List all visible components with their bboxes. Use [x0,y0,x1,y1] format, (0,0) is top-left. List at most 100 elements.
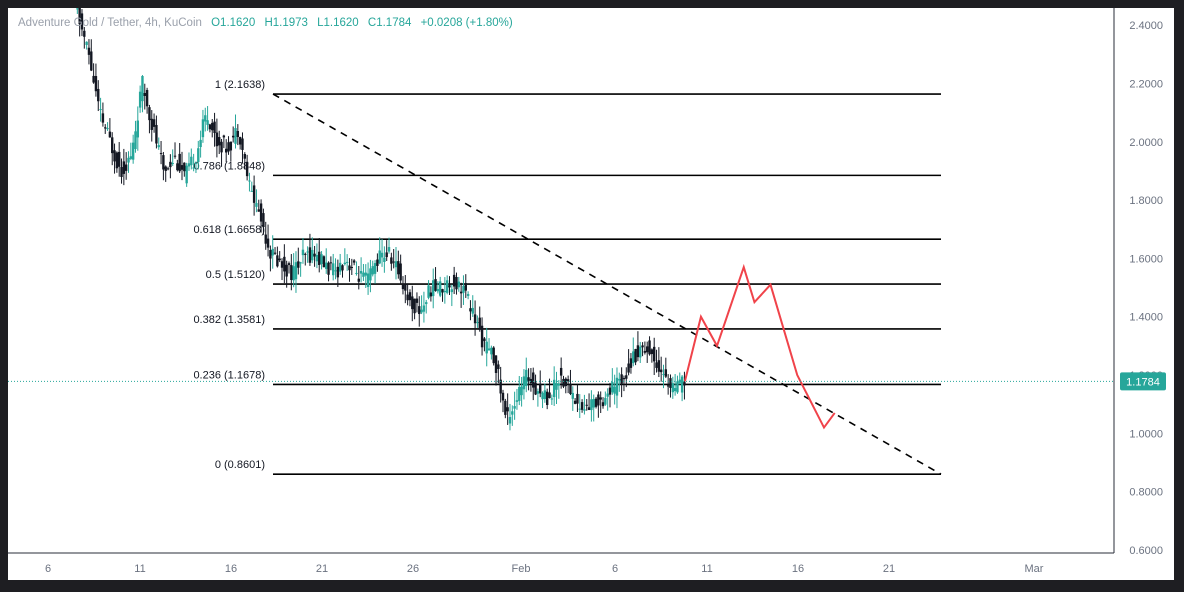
candle-body [666,385,670,387]
candle-body [224,148,228,153]
candle-body [231,135,235,138]
price-tick-label: 0.6000 [1129,545,1163,557]
candle-body [590,399,593,411]
candle-body [325,262,328,269]
candle-body [420,309,423,313]
candle-body [390,257,393,264]
price-tick-label: 1.6000 [1129,253,1163,265]
candle-body [625,375,628,379]
fib-level-label: 0.382 (1.3581) [193,314,265,326]
candle-body [490,347,493,355]
candle-body [327,262,330,275]
fib-level-label: 1 (2.1638) [215,79,265,91]
candle-body [383,257,386,263]
fib-retracement[interactable]: 1 (2.1638) 0.786 (1.8848) 0.618 (1.6658) 0.… [193,79,941,475]
fib-level-label: 0.786 (1.8848) [193,160,265,172]
candle-body [578,408,581,410]
candle-body [425,302,428,305]
candle-body [106,128,109,130]
candle-body [117,151,121,167]
candle-body [455,277,458,290]
candle-body [597,394,600,406]
candle-body [522,376,526,390]
candle-body [85,41,88,45]
candle-body [611,382,614,393]
candle-body [141,76,144,102]
candle-body [169,161,172,168]
candle-body [620,374,623,384]
candle-body [171,162,174,164]
candle-body [208,124,212,130]
candle-body [322,256,326,268]
candle-body [248,180,251,182]
candle-body [550,398,554,400]
candle-body [108,131,112,138]
candle-body [173,155,177,157]
candle-body [304,253,307,255]
candle-body [136,120,140,138]
candle-body [373,263,377,274]
candle-body [111,137,114,154]
candle-body [220,141,223,153]
candle-body [204,115,207,122]
candle-body [483,338,486,342]
candle-body [562,378,565,387]
last-price-label: 1.1784 [1126,376,1160,388]
candle-body [659,369,663,373]
candle-body [473,314,477,324]
time-tick-label: 16 [792,563,804,575]
candle-body [241,138,244,150]
candle-body [545,391,549,406]
candle-body [641,345,644,348]
candle-body [657,360,661,372]
candle-body [264,234,267,244]
candle-body [350,267,354,269]
candle-body [527,377,530,381]
candle-body [155,124,158,144]
candle-body [134,131,137,150]
candle-body [157,145,160,148]
candle-body [115,152,119,169]
time-tick-label: Feb [512,563,531,575]
candle-body [622,377,626,380]
price-tick-label: 1.8000 [1129,195,1163,207]
candle-body [238,137,242,145]
candle-body [283,256,286,272]
candle-body [187,163,191,167]
candle-body [452,274,456,287]
candle-body [366,273,370,287]
candle-body [566,379,570,382]
candle-body [401,284,405,290]
candle-body [422,305,426,312]
candle-body [164,166,167,171]
candle-body [411,296,414,310]
candle-body [429,292,433,297]
candle-body [599,397,602,400]
candle-body [513,406,516,409]
candle-body [508,417,512,424]
candle-body [436,289,440,292]
candle-body [580,402,584,410]
candle-body [266,238,270,248]
candle-body [601,402,605,407]
change-value: +0.0208 (+1.80%) [420,17,513,29]
candle-body [418,306,421,315]
candle-body [152,119,156,127]
chart-frame: 1 (2.1638) 0.786 (1.8848) 0.618 (1.6658) 0.… [8,8,1174,580]
open-value: O1.1620 [211,17,256,29]
candle-body [594,398,598,407]
candle-body [359,271,363,274]
chart-canvas[interactable]: 1 (2.1638) 0.786 (1.8848) 0.618 (1.6658) 0.… [8,8,1174,580]
candle-body [397,261,400,275]
candle-body [127,157,130,163]
candle-body [392,261,395,263]
candle-body [376,259,379,266]
candle-body [185,165,188,184]
candle-body [143,92,146,96]
candle-body [336,266,340,278]
candle-body [408,292,412,301]
candle-body [587,407,591,410]
fib-level-label: 0.236 (1.1678) [193,369,265,381]
fib-level-label: 0.618 (1.6658) [193,224,265,236]
candle-body [192,167,195,169]
